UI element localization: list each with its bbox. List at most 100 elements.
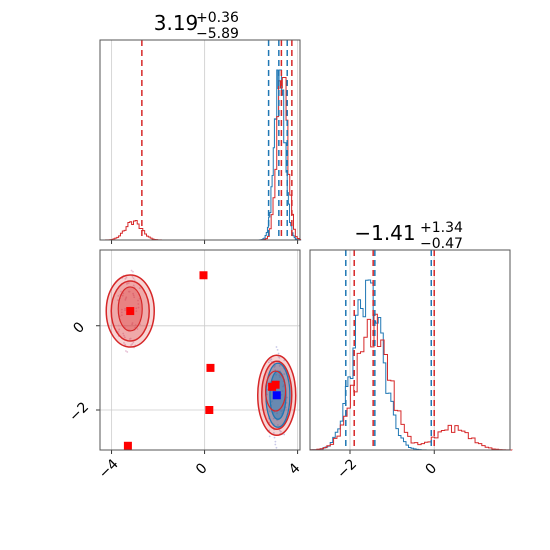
faint-sample <box>135 307 138 310</box>
faint-sample <box>133 296 136 299</box>
faint-sample <box>271 400 273 403</box>
faint-sample <box>137 303 140 305</box>
faint-sample <box>124 350 127 352</box>
faint-sample <box>132 284 135 287</box>
faint-sample <box>130 269 133 272</box>
param-2-title-value: −1.41 <box>354 221 415 245</box>
series-a-sample-marker <box>272 391 281 400</box>
faint-sample <box>283 359 286 362</box>
faint-sample <box>130 344 133 346</box>
faint-sample <box>121 314 123 317</box>
faint-sample <box>268 410 271 413</box>
faint-sample <box>273 366 276 368</box>
faint-sample <box>122 292 125 295</box>
x-tick-label: 0 <box>193 460 211 478</box>
panel-frame <box>309 249 511 451</box>
faint-sample <box>274 443 277 446</box>
panel-frame <box>99 39 301 241</box>
faint-sample <box>277 352 280 355</box>
faint-sample <box>133 279 136 282</box>
series-b-sample-marker <box>206 363 215 372</box>
faint-sample <box>268 421 271 424</box>
faint-sample <box>120 308 123 311</box>
faint-sample <box>123 336 126 339</box>
faint-sample <box>124 343 127 346</box>
faint-sample <box>132 270 134 273</box>
faint-sample <box>274 440 277 443</box>
series-b-sample-marker <box>123 441 132 450</box>
faint-sample <box>118 328 121 331</box>
faint-sample <box>135 310 138 312</box>
faint-sample <box>125 276 128 279</box>
series-a-histogram <box>309 279 513 451</box>
param-1-title-plus: +0.36 <box>196 10 239 26</box>
faint-sample <box>275 346 278 348</box>
faint-sample <box>268 435 271 438</box>
faint-sample <box>283 433 286 436</box>
faint-sample <box>132 292 135 295</box>
x-tick-label: 4 <box>286 460 304 478</box>
faint-sample <box>134 324 137 327</box>
faint-sample <box>132 277 135 280</box>
series-b-sample-marker <box>199 271 208 280</box>
faint-sample <box>127 282 130 284</box>
faint-sample <box>278 374 281 377</box>
faint-sample <box>273 411 275 414</box>
param-1-title-value: 3.19 <box>154 11 199 35</box>
faint-sample <box>275 446 278 449</box>
faint-sample <box>124 277 127 280</box>
faint-sample <box>124 307 127 310</box>
faint-sample <box>275 373 277 376</box>
faint-sample <box>131 275 134 278</box>
faint-sample <box>269 359 272 362</box>
faint-sample <box>117 324 120 327</box>
faint-sample <box>281 390 284 392</box>
faint-sample <box>122 332 125 335</box>
panel-frame <box>99 249 301 451</box>
faint-sample <box>132 341 135 344</box>
param-1-title: 3.19 <box>154 11 199 35</box>
faint-sample <box>126 351 129 353</box>
faint-sample <box>280 393 283 396</box>
faint-sample <box>132 294 135 297</box>
scatter-panel <box>96 249 301 454</box>
faint-sample <box>116 299 119 301</box>
faint-sample <box>131 343 134 345</box>
series-b-sample-marker <box>126 307 135 316</box>
faint-sample <box>137 299 139 302</box>
faint-sample <box>282 385 285 388</box>
faint-sample <box>125 296 128 299</box>
x-tick-label: −2 <box>334 456 360 482</box>
x-tick-label: 0 <box>423 460 441 478</box>
faint-sample <box>131 323 134 326</box>
faint-sample <box>137 306 140 309</box>
faint-sample <box>286 396 289 399</box>
series-b-histogram <box>99 76 302 241</box>
faint-sample <box>280 430 282 433</box>
faint-sample <box>120 311 123 314</box>
faint-sample <box>123 334 125 337</box>
faint-sample <box>278 365 281 367</box>
faint-sample <box>278 429 281 432</box>
param-2-title-plus: +1.34 <box>420 220 463 236</box>
series-b-sample-marker <box>271 380 280 389</box>
series-b-sample-marker <box>205 406 214 414</box>
faint-sample <box>276 424 279 426</box>
faint-sample <box>128 338 131 340</box>
faint-sample <box>282 384 285 387</box>
faint-sample <box>266 388 269 391</box>
faint-sample <box>128 290 131 293</box>
series-b-histogram <box>309 313 513 451</box>
faint-sample <box>121 294 124 297</box>
y-tick-label: 0 <box>70 319 88 337</box>
faint-sample <box>117 294 120 297</box>
faint-sample <box>276 412 278 415</box>
faint-sample <box>272 417 275 420</box>
faint-sample <box>123 324 126 327</box>
faint-sample <box>124 309 127 312</box>
param-1-title-minus: −5.89 <box>196 26 239 42</box>
histogram-param-2 <box>309 249 513 454</box>
faint-sample <box>120 290 122 293</box>
